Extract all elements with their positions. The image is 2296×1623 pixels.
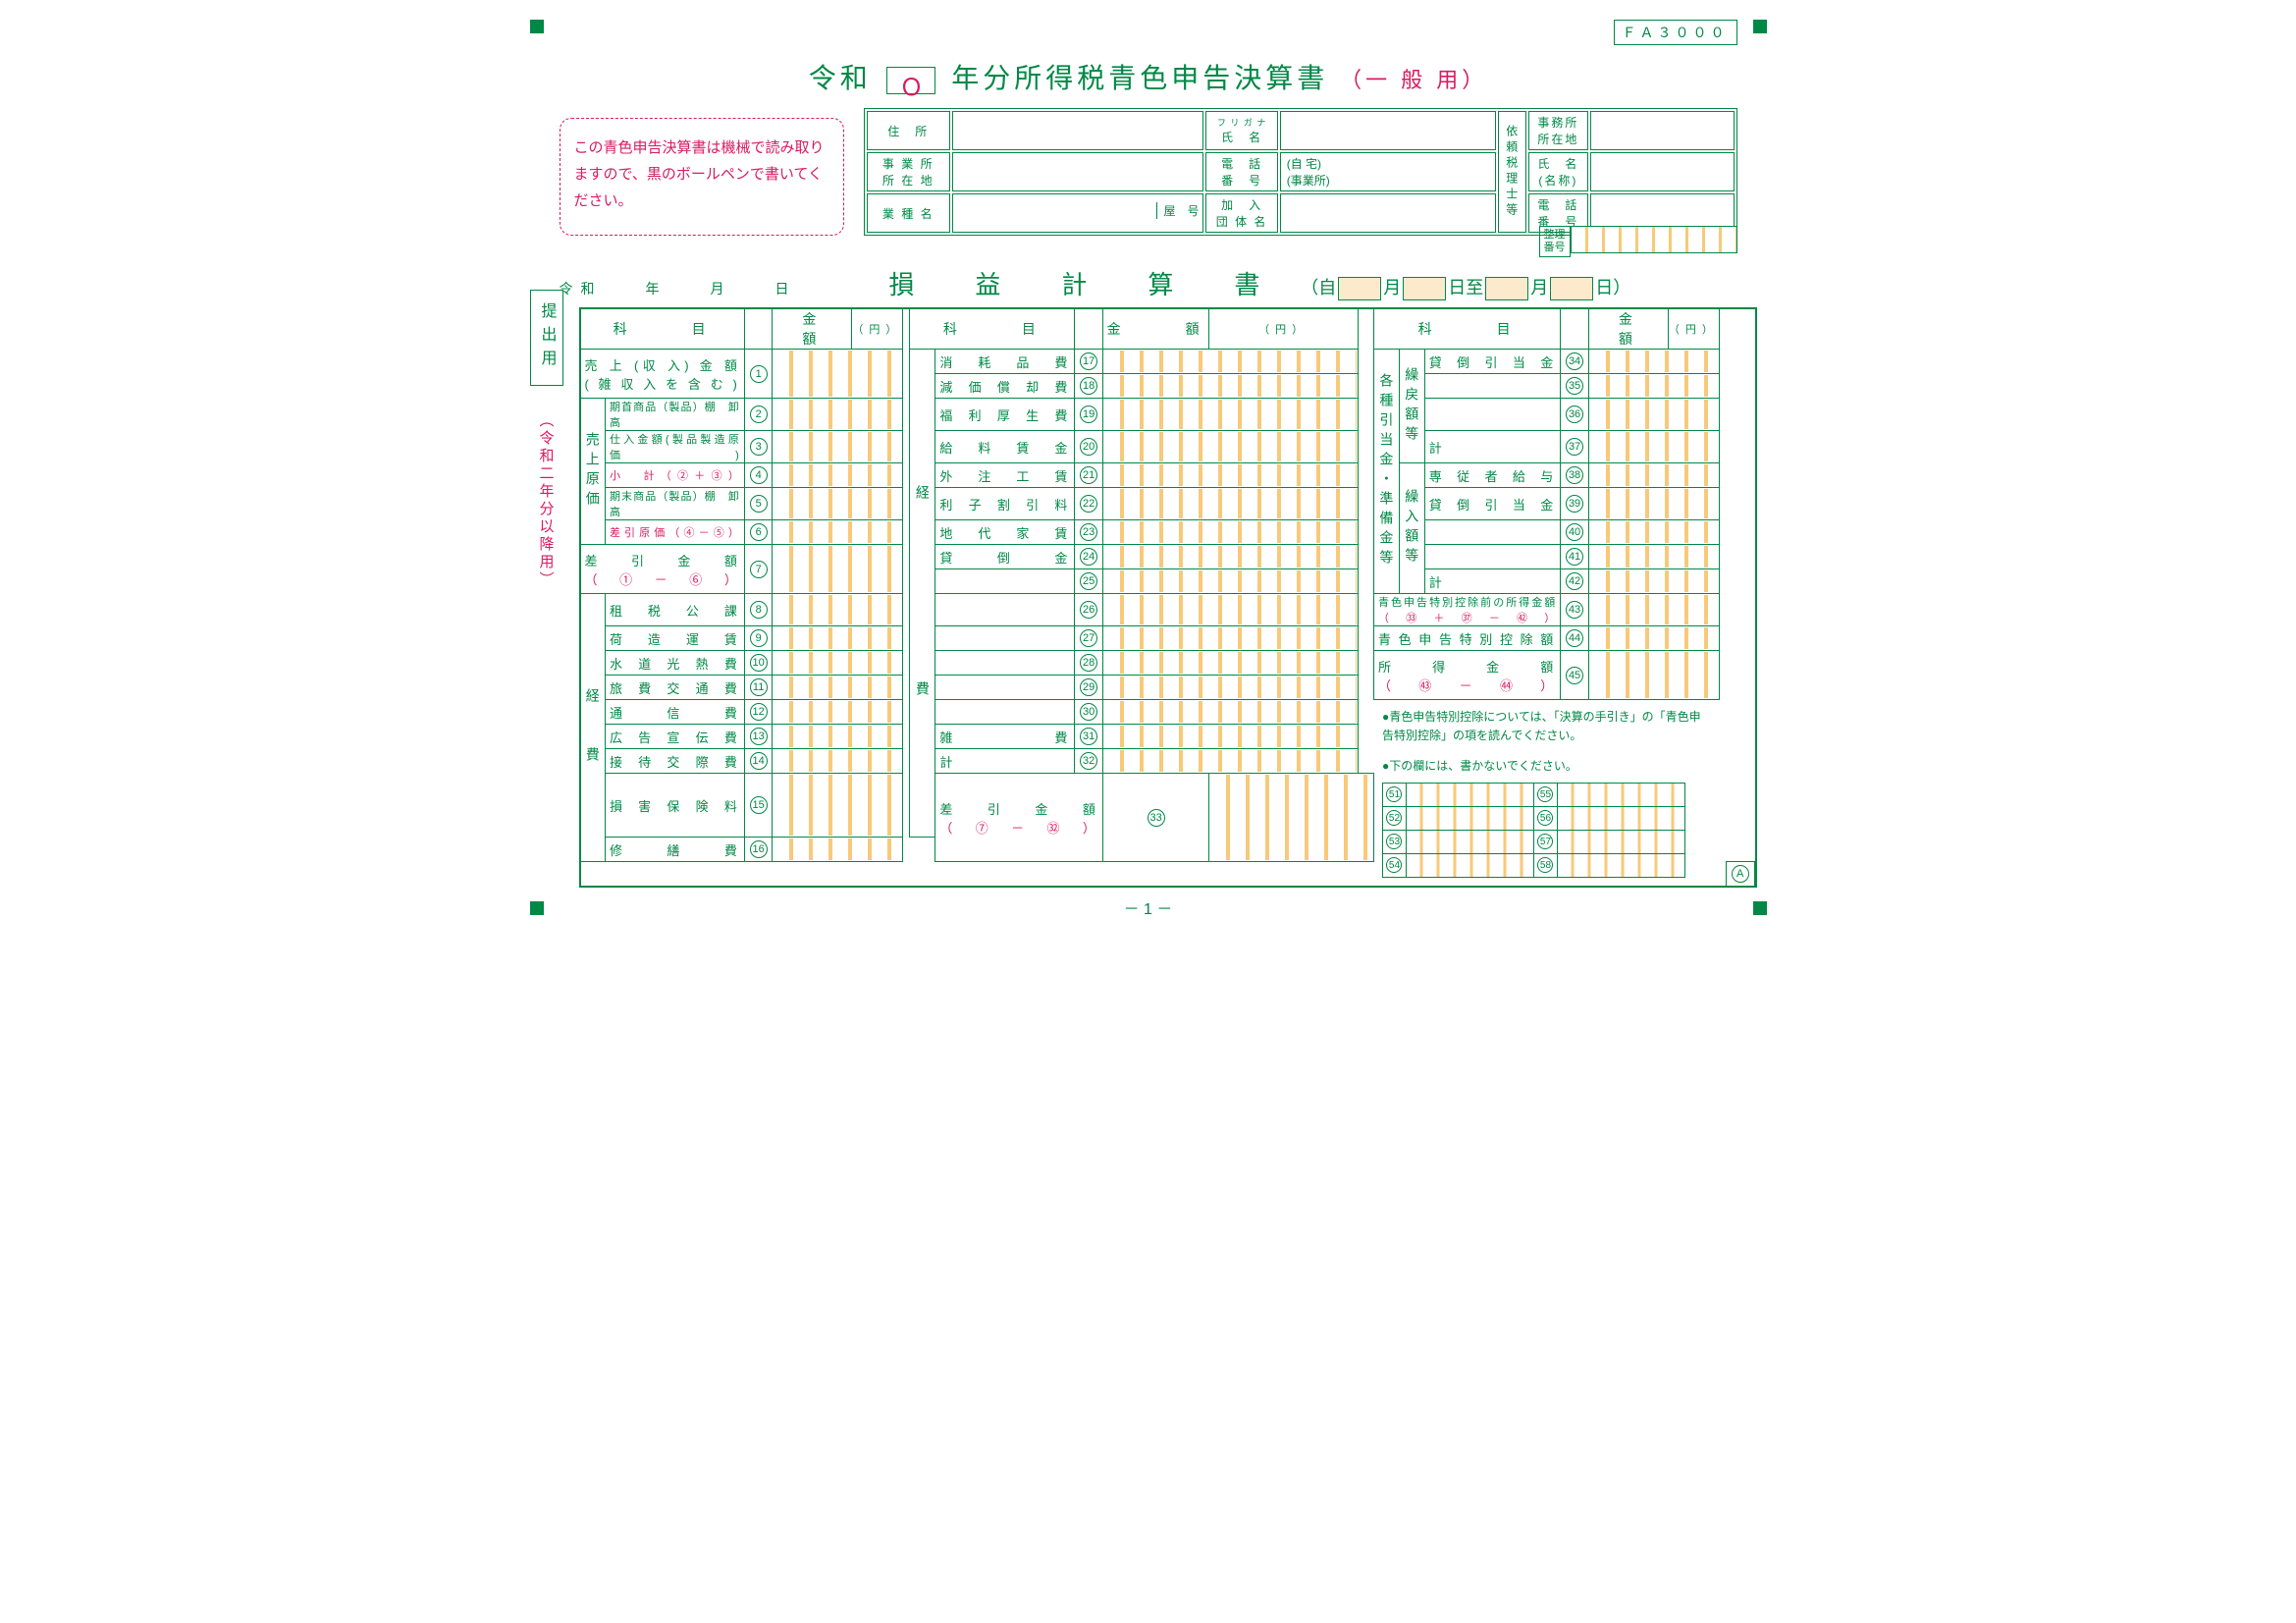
amt-35[interactable] (1588, 374, 1719, 399)
amt-27[interactable] (1102, 626, 1358, 651)
amt-15[interactable] (773, 774, 903, 838)
amt-19[interactable] (1102, 399, 1358, 431)
from-month[interactable] (1338, 277, 1381, 300)
amt-2[interactable] (773, 399, 903, 431)
amt-A[interactable] (1754, 862, 1756, 887)
side-sub: （令和二年分以降用） (536, 412, 557, 589)
b58[interactable] (1557, 853, 1684, 877)
amt-1[interactable] (773, 350, 903, 399)
tel-field[interactable]: (自 宅)(事業所) (1280, 152, 1496, 191)
amt-13[interactable] (773, 725, 903, 749)
page-number: － 1 － (530, 895, 1767, 919)
corner-mark (530, 901, 544, 915)
b52[interactable] (1406, 806, 1533, 830)
amt-34[interactable] (1588, 350, 1719, 374)
pl-table: 科 目金 額（円） 科 目金 額（円） 科 目金 額（円） 売 上 (収 入) … (579, 307, 1757, 888)
serial-field[interactable] (1571, 226, 1737, 253)
from-day[interactable] (1403, 277, 1446, 300)
amt-23[interactable] (1102, 520, 1358, 545)
b55[interactable] (1557, 783, 1684, 806)
amt-8[interactable] (773, 594, 903, 626)
amt-11[interactable] (773, 676, 903, 700)
form-code: ＦＡ３０００ (1614, 20, 1737, 45)
amt-45[interactable] (1588, 651, 1719, 700)
form-title: 令和 Ｏ 年分所得税青色申告決算書 （一 般 用） (530, 57, 1767, 96)
biz-addr-field[interactable] (952, 152, 1203, 191)
amt-25[interactable] (1102, 569, 1358, 594)
amt-37[interactable] (1588, 431, 1719, 463)
amt-7[interactable] (773, 545, 903, 594)
serial-number: 整理番号 (1539, 226, 1737, 257)
amt-3[interactable] (773, 431, 903, 463)
corner-mark (1753, 901, 1767, 915)
bottom-table: 5155 5256 5357 5458 (1382, 783, 1685, 878)
to-day[interactable] (1550, 277, 1593, 300)
b57[interactable] (1557, 830, 1684, 853)
amt-4[interactable] (773, 463, 903, 488)
amt-40[interactable] (1588, 520, 1719, 545)
addr-field[interactable] (952, 111, 1203, 150)
b56[interactable] (1557, 806, 1684, 830)
corner-mark (530, 20, 544, 33)
b51[interactable] (1406, 783, 1533, 806)
amt-24[interactable] (1102, 545, 1358, 569)
amt-32[interactable] (1102, 749, 1358, 774)
amt-6[interactable] (773, 520, 903, 545)
amt-36[interactable] (1588, 399, 1719, 431)
date-line: 令和 年 月 日 損 益 計 算 書 （自月日至月日） (560, 265, 1767, 301)
tax-name-field[interactable] (1590, 152, 1735, 191)
amt-30[interactable] (1102, 700, 1358, 725)
amt-10[interactable] (773, 651, 903, 676)
amt-12[interactable] (773, 700, 903, 725)
name-field[interactable] (1280, 111, 1496, 150)
side-tab: 提出用 (530, 290, 563, 386)
biz-type-field[interactable]: 屋 号 (952, 193, 1203, 233)
amt-41[interactable] (1588, 545, 1719, 569)
to-month[interactable] (1485, 277, 1528, 300)
dantai-field[interactable] (1280, 193, 1496, 233)
amt-14[interactable] (773, 749, 903, 774)
amt-28[interactable] (1102, 651, 1358, 676)
corner-mark (1753, 20, 1767, 33)
b54[interactable] (1406, 853, 1533, 877)
amt-38[interactable] (1588, 463, 1719, 488)
amt-31[interactable] (1102, 725, 1358, 749)
header-table: 住 所 フ リ ガ ナ氏 名 依頼税理士等 事務所所在地 事 業 所所 在 地 … (864, 108, 1737, 236)
amt-33[interactable] (1209, 774, 1374, 862)
b53[interactable] (1406, 830, 1533, 853)
amt-9[interactable] (773, 626, 903, 651)
tax-office-field[interactable] (1590, 111, 1735, 150)
amt-20[interactable] (1102, 431, 1358, 463)
amt-22[interactable] (1102, 488, 1358, 520)
amt-17[interactable] (1102, 350, 1358, 374)
amt-26[interactable] (1102, 594, 1358, 626)
amt-44[interactable] (1588, 626, 1719, 651)
footnotes: ●青色申告特別控除については、「決算の手引き」の「青色申告特別控除」の項を読んで… (1374, 700, 1719, 886)
amt-21[interactable] (1102, 463, 1358, 488)
instruction-note: この青色申告決算書は機械で読み取りますので、黒のボールペンで書いてください。 (560, 118, 844, 236)
amt-16[interactable] (773, 838, 903, 862)
amt-42[interactable] (1588, 569, 1719, 594)
amt-29[interactable] (1102, 676, 1358, 700)
amt-39[interactable] (1588, 488, 1719, 520)
amt-18[interactable] (1102, 374, 1358, 399)
amt-5[interactable] (773, 488, 903, 520)
amt-43[interactable] (1588, 594, 1719, 626)
